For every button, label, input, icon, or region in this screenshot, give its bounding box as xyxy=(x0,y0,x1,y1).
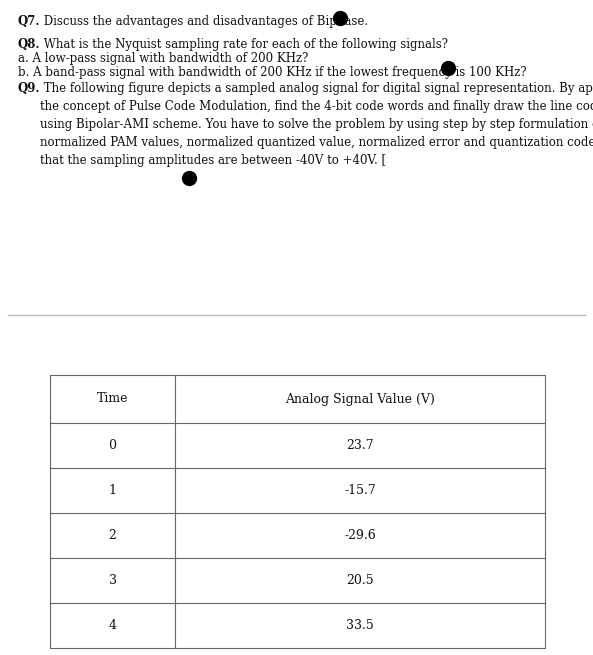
Text: b. A band-pass signal with bandwidth of 200 KHz if the lowest frequency is 100 K: b. A band-pass signal with bandwidth of … xyxy=(18,66,527,79)
Text: 23.7: 23.7 xyxy=(346,439,374,452)
Text: Analog Signal Value (V): Analog Signal Value (V) xyxy=(285,392,435,405)
Text: a. A low-pass signal with bandwidth of 200 KHz?: a. A low-pass signal with bandwidth of 2… xyxy=(18,52,308,65)
Text: 20.5: 20.5 xyxy=(346,574,374,587)
Text: 4: 4 xyxy=(109,619,116,632)
Text: 3: 3 xyxy=(109,574,116,587)
Text: Q9.: Q9. xyxy=(18,82,40,95)
Text: 0: 0 xyxy=(109,439,116,452)
Text: -29.6: -29.6 xyxy=(344,529,376,542)
Text: Q7.: Q7. xyxy=(18,15,40,28)
Text: 1: 1 xyxy=(109,484,116,497)
Text: 2: 2 xyxy=(109,529,116,542)
Text: Q8.: Q8. xyxy=(18,38,40,51)
Text: -15.7: -15.7 xyxy=(344,484,376,497)
Text: What is the Nyquist sampling rate for each of the following signals?: What is the Nyquist sampling rate for ea… xyxy=(40,38,448,51)
Text: Time: Time xyxy=(97,392,128,405)
Text: Discuss the advantages and disadvantages of Biphase.: Discuss the advantages and disadvantages… xyxy=(40,15,368,28)
Text: 33.5: 33.5 xyxy=(346,619,374,632)
Text: The following figure depicts a sampled analog signal for digital signal represen: The following figure depicts a sampled a… xyxy=(40,82,593,167)
